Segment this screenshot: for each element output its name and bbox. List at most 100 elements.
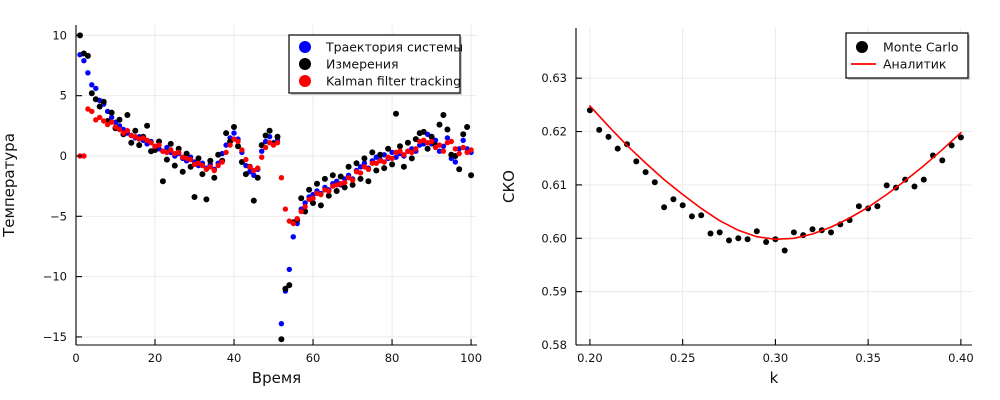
data-point bbox=[716, 229, 723, 236]
legend-entry-monte-carlo: Monte Carlo bbox=[856, 40, 959, 55]
data-point bbox=[101, 118, 107, 124]
data-point bbox=[167, 140, 174, 147]
data-point bbox=[171, 162, 178, 169]
data-point bbox=[164, 149, 170, 156]
data-point bbox=[349, 181, 356, 188]
data-point bbox=[270, 142, 277, 148]
data-point bbox=[278, 175, 285, 181]
data-point bbox=[920, 176, 927, 183]
data-point bbox=[409, 149, 415, 156]
data-point bbox=[365, 166, 372, 172]
data-point bbox=[424, 145, 431, 152]
data-point bbox=[81, 58, 87, 64]
data-point bbox=[883, 182, 890, 189]
y-tick-label: 0.58 bbox=[541, 338, 567, 352]
x-tick-label: 0.20 bbox=[577, 351, 603, 365]
data-point bbox=[401, 152, 407, 158]
data-point bbox=[286, 282, 293, 289]
data-point bbox=[239, 147, 245, 153]
x-tick-label: 0.40 bbox=[948, 351, 974, 365]
data-point bbox=[203, 196, 210, 203]
data-point bbox=[357, 164, 364, 170]
y-tick-label: 0.63 bbox=[541, 71, 567, 85]
data-point bbox=[132, 127, 139, 134]
data-point bbox=[100, 98, 107, 105]
data-point bbox=[278, 336, 285, 343]
data-point bbox=[389, 149, 395, 156]
data-point bbox=[199, 171, 206, 178]
legend: Траектория системы Измерения Kalman filter… bbox=[288, 34, 463, 95]
legend-box bbox=[845, 32, 969, 79]
data-point bbox=[342, 179, 348, 186]
y-tick-label: −5 bbox=[50, 209, 67, 223]
data-point bbox=[247, 164, 253, 170]
data-point bbox=[302, 204, 308, 210]
data-point bbox=[302, 208, 309, 215]
data-point bbox=[108, 109, 115, 116]
data-point bbox=[254, 174, 261, 181]
data-point bbox=[183, 150, 190, 157]
data-point bbox=[369, 149, 376, 156]
data-point bbox=[420, 128, 427, 135]
data-point bbox=[199, 162, 206, 169]
data-point bbox=[96, 103, 103, 110]
data-point bbox=[353, 160, 360, 167]
data-point bbox=[436, 142, 443, 148]
data-point bbox=[357, 175, 364, 182]
data-point bbox=[436, 121, 443, 128]
legend-entry-kalman-filter-tracking: Kalman filter tracking bbox=[299, 74, 461, 89]
data-point bbox=[464, 124, 471, 130]
data-point bbox=[231, 130, 237, 136]
data-point bbox=[286, 218, 292, 224]
data-point bbox=[302, 200, 308, 206]
data-point bbox=[266, 140, 273, 146]
data-point bbox=[282, 206, 289, 212]
data-point bbox=[92, 96, 99, 103]
grid bbox=[576, 28, 972, 346]
x-tick-label: 40 bbox=[227, 351, 242, 365]
data-point bbox=[81, 153, 87, 159]
data-point bbox=[393, 110, 399, 117]
data-point bbox=[337, 173, 344, 180]
legend-entry-измерения: Измерения bbox=[299, 57, 399, 72]
x-axis-label: Время bbox=[252, 369, 301, 387]
data-point bbox=[397, 143, 403, 150]
data-point bbox=[85, 70, 91, 76]
data-point bbox=[400, 163, 407, 170]
data-point bbox=[282, 285, 289, 292]
data-point bbox=[223, 130, 230, 137]
data-point bbox=[144, 137, 150, 143]
data-point bbox=[341, 184, 348, 191]
data-point bbox=[440, 112, 447, 118]
data-point bbox=[397, 148, 403, 154]
data-point bbox=[318, 191, 324, 198]
legend-label: Измерения bbox=[326, 57, 399, 72]
data-point bbox=[365, 178, 372, 185]
chart-mse-vs-k: 0.20 0.25 0.30 0.35 0.40 0.58 0.59 0.60 0.61 0.62… bbox=[500, 28, 974, 387]
data-point bbox=[614, 145, 621, 152]
data-point bbox=[688, 213, 695, 220]
data-point bbox=[855, 203, 862, 210]
data-point bbox=[195, 160, 202, 166]
data-point bbox=[298, 195, 305, 202]
data-point bbox=[957, 134, 964, 141]
x-tick-label: 20 bbox=[148, 351, 163, 365]
data-point bbox=[456, 166, 463, 173]
data-point bbox=[790, 229, 797, 236]
data-point bbox=[385, 145, 392, 152]
data-point bbox=[596, 126, 603, 133]
series-kalman-filter-tracking bbox=[77, 106, 474, 227]
data-point bbox=[310, 200, 316, 206]
data-point bbox=[413, 146, 419, 152]
data-point bbox=[345, 163, 352, 170]
series-аналитик bbox=[589, 105, 962, 241]
data-point bbox=[85, 106, 91, 112]
data-point bbox=[389, 155, 395, 162]
data-point bbox=[726, 237, 732, 244]
y-tick-label: 0.62 bbox=[541, 125, 567, 139]
data-point bbox=[661, 204, 668, 211]
data-point bbox=[93, 85, 99, 92]
y-tick-label: 5 bbox=[60, 89, 67, 103]
data-point bbox=[698, 212, 705, 219]
legend-label: Аналитик bbox=[883, 57, 947, 72]
